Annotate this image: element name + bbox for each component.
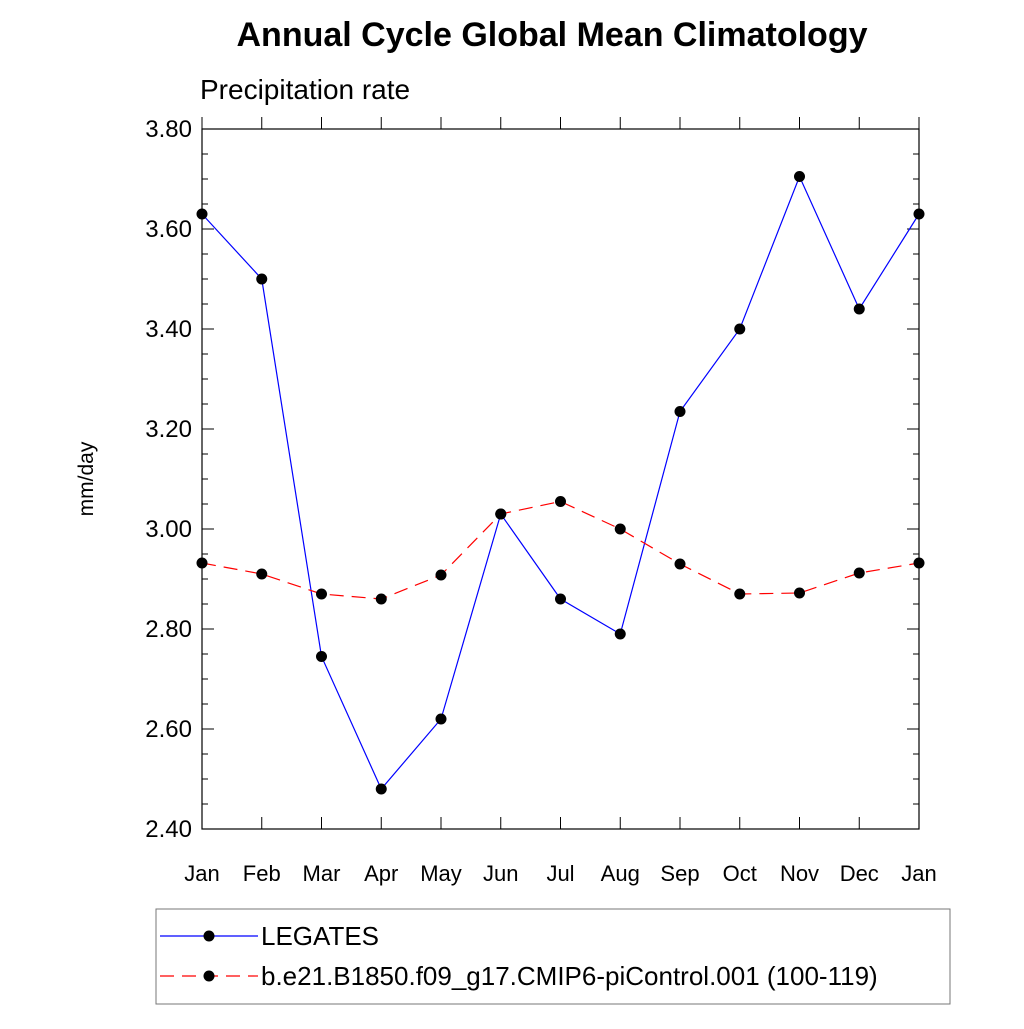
x-tick-label: Sep [660,861,699,886]
x-tick-label: Nov [780,861,819,886]
data-point-series-2 [256,568,268,580]
y-tick-label: 3.60 [145,216,192,243]
data-point-series-2 [555,496,566,507]
data-point-series-1 [316,651,327,662]
legend-marker-2 [203,970,215,982]
y-tick-label: 2.60 [145,716,192,743]
legend-label-2: b.e21.B1850.f09_g17.CMIP6-piControl.001 … [261,961,878,991]
data-point-series-2 [375,593,387,605]
chart-subtitle: Precipitation rate [200,74,410,105]
legend-box [155,908,951,1005]
data-point-series-1 [794,171,805,182]
y-tick-label: 3.00 [145,516,192,543]
x-tick-label: Jun [483,861,518,886]
x-tick-label: Dec [840,861,879,886]
x-tick-label: May [420,861,462,886]
y-tick-label: 3.40 [145,316,192,343]
plot-frame [201,128,920,830]
x-tick-label: Jan [901,861,936,886]
y-axis-label: mm/day [75,441,98,516]
data-point-series-1 [853,303,865,315]
data-point-series-1 [375,783,387,795]
data-point-series-2 [614,523,626,535]
chart-title: Annual Cycle Global Mean Climatology [237,16,868,54]
x-tick-label: Oct [723,861,757,886]
data-point-series-2 [196,557,208,569]
data-point-series-1 [734,323,746,335]
data-point-series-2 [316,588,327,600]
data-point-series-1 [674,406,686,417]
x-tick-label: Mar [303,861,341,886]
x-tick-label: Jul [546,861,574,886]
x-tick-label: Aug [601,861,640,886]
data-point-series-1 [435,713,447,725]
y-tick-label: 2.40 [145,816,192,843]
legend-label-1: LEGATES [261,921,379,951]
plot-area: 2.40 2.60 2.80 3.00 3.20 3.40 3.60 3.80 Jan Feb Ma… [145,116,936,886]
data-point-series-2 [674,558,686,570]
data-point-series-1 [555,593,566,605]
data-point-series-2 [913,557,925,569]
series-line-1 [201,174,920,791]
y-tick-label: 2.80 [145,616,192,643]
data-point-series-1 [196,208,208,220]
legend: LEGATES b.e21.B1850.f09_g17.CMIP6-piContr… [155,908,951,1005]
data-point-series-2 [734,588,746,600]
data-point-series-2 [794,587,805,599]
data-point-series-1 [614,628,626,640]
x-tick-label: Apr [364,861,398,886]
data-point-series-1 [913,208,925,220]
y-tick-label: 3.20 [145,416,192,443]
y-tick-label: 3.80 [145,116,192,143]
data-point-series-2 [495,508,507,520]
legend-marker-1 [203,930,215,942]
x-tick-label: Feb [243,861,281,886]
data-point-series-2 [435,569,447,581]
data-point-series-1 [256,273,268,285]
x-tick-label: Jan [184,861,219,886]
data-point-series-2 [853,567,865,579]
